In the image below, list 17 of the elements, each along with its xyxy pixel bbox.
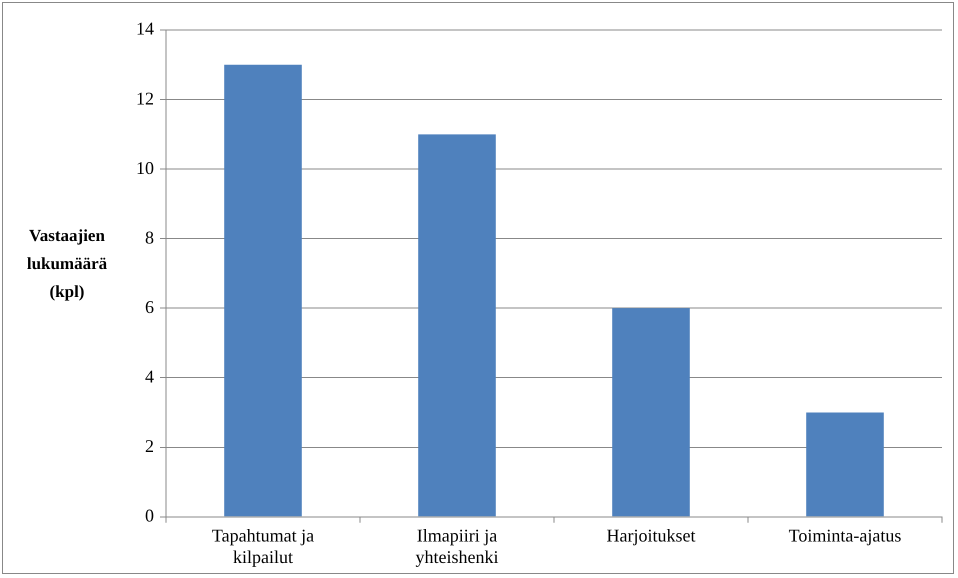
y-tick-label: 2 <box>145 436 154 456</box>
bar <box>224 64 302 516</box>
x-tick-label: Toiminta-ajatus <box>788 525 902 546</box>
bar <box>418 134 496 516</box>
x-tick-label: Tapahtumat ja kilpailut <box>212 525 314 567</box>
y-tick-label: 0 <box>145 506 154 526</box>
bar <box>806 412 884 516</box>
y-tick-label: 12 <box>136 88 154 108</box>
y-tick-label: 10 <box>136 158 154 178</box>
x-tick-label: Ilmapiiri ja yhteishenki <box>416 525 498 567</box>
y-tick-label: 14 <box>136 18 154 39</box>
y-axis-title: Vastaajien lukumäärä (kpl) <box>26 225 108 303</box>
x-tick-label: Harjoitukset <box>606 525 696 546</box>
y-tick-label: 4 <box>145 366 154 386</box>
bar <box>612 308 690 516</box>
y-tick-label: 6 <box>145 296 154 317</box>
y-tick-label: 8 <box>145 227 154 248</box>
